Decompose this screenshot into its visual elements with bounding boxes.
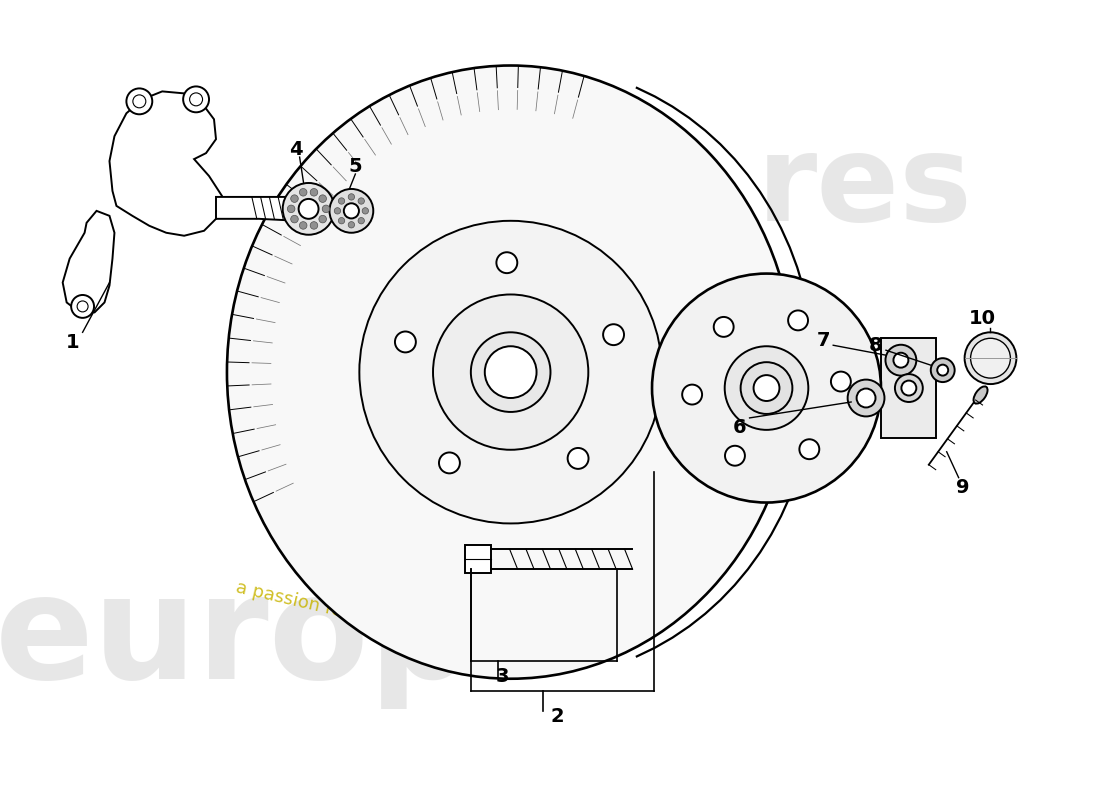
Circle shape bbox=[857, 389, 876, 407]
Text: 5: 5 bbox=[349, 157, 362, 175]
Circle shape bbox=[965, 332, 1016, 384]
Circle shape bbox=[362, 208, 369, 214]
Ellipse shape bbox=[485, 346, 537, 398]
Circle shape bbox=[330, 189, 373, 233]
Polygon shape bbox=[216, 197, 321, 223]
Circle shape bbox=[359, 218, 364, 224]
Text: europ: europ bbox=[0, 568, 474, 709]
Circle shape bbox=[283, 183, 334, 234]
Circle shape bbox=[652, 274, 881, 502]
Circle shape bbox=[319, 195, 327, 202]
Bar bbox=[465, 546, 491, 574]
Text: 6: 6 bbox=[733, 418, 747, 438]
Circle shape bbox=[893, 353, 909, 368]
Text: 10: 10 bbox=[969, 309, 996, 328]
Circle shape bbox=[395, 331, 416, 352]
Circle shape bbox=[319, 215, 327, 223]
Circle shape bbox=[359, 198, 364, 204]
Circle shape bbox=[740, 362, 792, 414]
Circle shape bbox=[800, 439, 820, 459]
Circle shape bbox=[72, 295, 94, 318]
Circle shape bbox=[322, 205, 330, 213]
Circle shape bbox=[568, 448, 588, 469]
Ellipse shape bbox=[901, 381, 916, 395]
Circle shape bbox=[126, 89, 152, 114]
Circle shape bbox=[682, 385, 702, 405]
Circle shape bbox=[299, 189, 307, 196]
Circle shape bbox=[344, 203, 359, 218]
Circle shape bbox=[77, 301, 88, 312]
Ellipse shape bbox=[227, 66, 794, 678]
Text: 4: 4 bbox=[289, 140, 302, 158]
Circle shape bbox=[725, 346, 808, 430]
Ellipse shape bbox=[360, 221, 662, 523]
Circle shape bbox=[290, 195, 298, 202]
Circle shape bbox=[725, 446, 745, 466]
Circle shape bbox=[848, 379, 884, 417]
Circle shape bbox=[937, 365, 948, 376]
Text: res: res bbox=[757, 129, 972, 246]
Ellipse shape bbox=[433, 294, 588, 450]
Circle shape bbox=[189, 93, 202, 106]
Circle shape bbox=[183, 86, 209, 112]
Circle shape bbox=[349, 222, 354, 228]
Circle shape bbox=[310, 189, 318, 196]
Circle shape bbox=[496, 252, 517, 273]
Circle shape bbox=[931, 358, 955, 382]
Ellipse shape bbox=[471, 332, 550, 412]
Circle shape bbox=[714, 317, 734, 337]
Circle shape bbox=[788, 310, 808, 330]
Text: 7: 7 bbox=[816, 330, 831, 350]
Circle shape bbox=[310, 222, 318, 230]
Circle shape bbox=[754, 375, 780, 401]
Circle shape bbox=[886, 345, 916, 376]
Text: 1: 1 bbox=[66, 333, 79, 352]
Polygon shape bbox=[63, 211, 114, 312]
Circle shape bbox=[339, 218, 344, 224]
Ellipse shape bbox=[895, 374, 923, 402]
Circle shape bbox=[603, 324, 624, 345]
Text: 8: 8 bbox=[869, 336, 883, 354]
Circle shape bbox=[830, 371, 850, 391]
Polygon shape bbox=[881, 338, 936, 438]
Circle shape bbox=[133, 95, 146, 108]
Circle shape bbox=[298, 199, 319, 219]
Circle shape bbox=[334, 208, 341, 214]
Circle shape bbox=[290, 215, 298, 223]
Circle shape bbox=[339, 198, 344, 204]
Text: 3: 3 bbox=[496, 667, 509, 686]
Text: 9: 9 bbox=[956, 478, 969, 497]
Circle shape bbox=[970, 338, 1011, 378]
Text: 2: 2 bbox=[551, 707, 564, 726]
Text: a passion for Porsche since 1985: a passion for Porsche since 1985 bbox=[234, 578, 527, 663]
Circle shape bbox=[349, 194, 354, 200]
Circle shape bbox=[299, 222, 307, 230]
Circle shape bbox=[287, 205, 295, 213]
Ellipse shape bbox=[974, 386, 988, 404]
Polygon shape bbox=[110, 91, 222, 236]
Circle shape bbox=[439, 453, 460, 474]
